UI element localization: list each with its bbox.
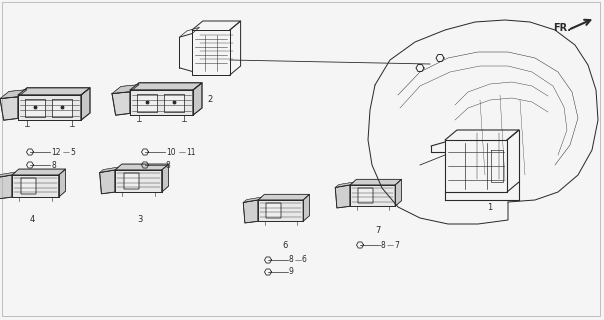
Polygon shape xyxy=(130,90,193,115)
Text: —: — xyxy=(295,257,302,263)
Text: 8: 8 xyxy=(381,241,386,250)
Polygon shape xyxy=(0,90,27,99)
Polygon shape xyxy=(25,99,45,116)
Polygon shape xyxy=(303,194,310,221)
Polygon shape xyxy=(266,203,281,218)
Polygon shape xyxy=(123,173,139,189)
Polygon shape xyxy=(335,185,350,208)
Polygon shape xyxy=(162,164,169,192)
Text: 7: 7 xyxy=(375,226,381,235)
Text: 7: 7 xyxy=(394,241,399,250)
Polygon shape xyxy=(81,88,90,120)
Text: 10: 10 xyxy=(166,148,176,156)
Polygon shape xyxy=(0,172,15,178)
Text: FR.: FR. xyxy=(553,23,571,33)
Polygon shape xyxy=(0,175,12,199)
Text: 1: 1 xyxy=(487,203,493,212)
Text: 4: 4 xyxy=(30,215,34,224)
Polygon shape xyxy=(193,83,202,115)
Polygon shape xyxy=(350,185,395,206)
Text: 8: 8 xyxy=(166,161,171,170)
Text: 2: 2 xyxy=(207,95,213,104)
Polygon shape xyxy=(335,182,353,188)
Polygon shape xyxy=(115,170,162,192)
Polygon shape xyxy=(243,200,258,223)
Polygon shape xyxy=(59,169,66,197)
Polygon shape xyxy=(100,167,118,172)
Text: 6: 6 xyxy=(302,255,307,265)
Polygon shape xyxy=(112,92,130,115)
Polygon shape xyxy=(115,164,169,170)
Text: 8: 8 xyxy=(51,161,56,170)
Text: —: — xyxy=(179,149,186,155)
Polygon shape xyxy=(130,83,202,90)
Polygon shape xyxy=(243,197,262,203)
Polygon shape xyxy=(100,170,115,194)
Polygon shape xyxy=(18,95,81,120)
Polygon shape xyxy=(52,99,72,116)
Polygon shape xyxy=(112,84,139,93)
Polygon shape xyxy=(0,97,18,120)
Text: —: — xyxy=(387,242,394,248)
Polygon shape xyxy=(258,194,310,200)
Polygon shape xyxy=(258,200,303,221)
Polygon shape xyxy=(137,93,157,112)
Polygon shape xyxy=(12,175,59,197)
Text: 9: 9 xyxy=(289,268,294,276)
Text: 11: 11 xyxy=(186,148,196,156)
Polygon shape xyxy=(164,93,184,112)
Text: 8: 8 xyxy=(289,255,294,265)
Text: 12: 12 xyxy=(51,148,60,156)
Polygon shape xyxy=(18,88,90,95)
Polygon shape xyxy=(350,179,402,185)
Polygon shape xyxy=(21,179,36,194)
Polygon shape xyxy=(395,179,402,206)
Text: 3: 3 xyxy=(137,215,143,224)
Polygon shape xyxy=(358,188,373,203)
Polygon shape xyxy=(12,169,66,175)
Text: —: — xyxy=(63,149,70,155)
Text: 6: 6 xyxy=(282,241,288,250)
Text: 5: 5 xyxy=(70,148,75,156)
